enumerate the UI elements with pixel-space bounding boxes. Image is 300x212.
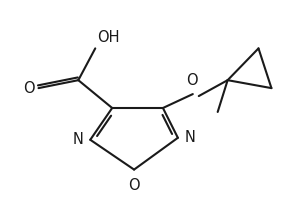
Text: N: N — [185, 130, 196, 145]
Text: N: N — [72, 132, 83, 147]
Text: O: O — [128, 177, 140, 192]
Text: O: O — [186, 73, 198, 88]
Text: OH: OH — [97, 30, 120, 45]
Text: O: O — [23, 81, 34, 96]
